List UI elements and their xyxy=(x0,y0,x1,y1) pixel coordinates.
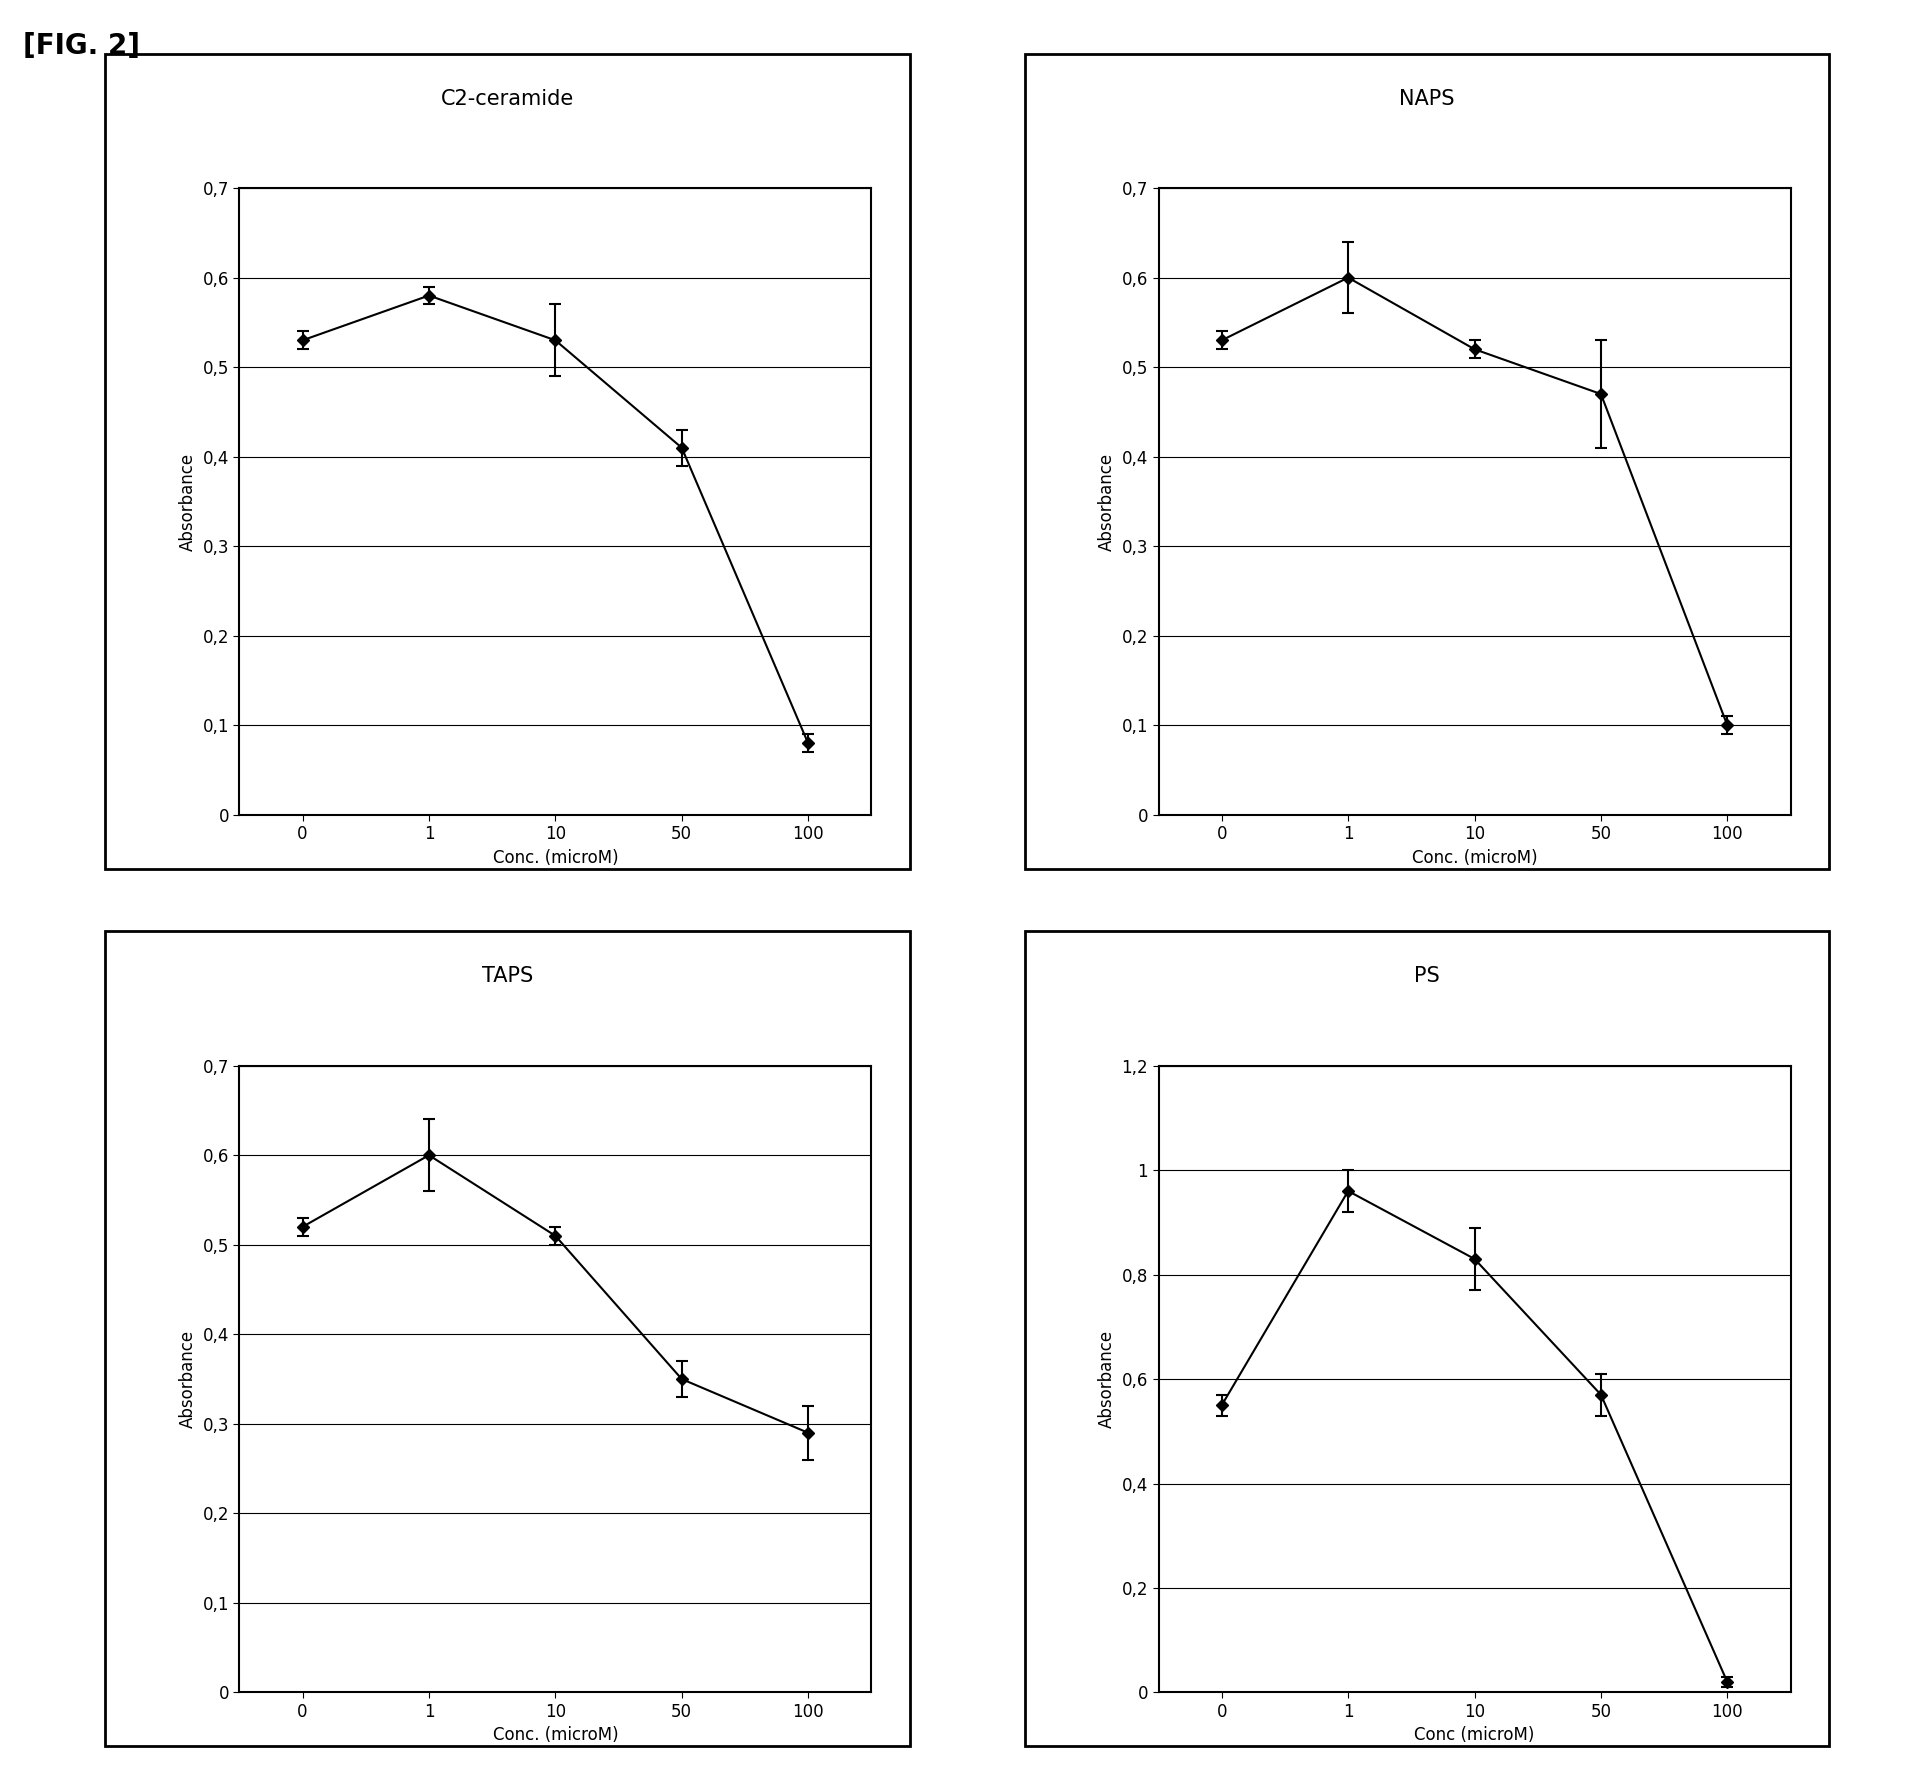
Text: TAPS: TAPS xyxy=(482,965,532,987)
Text: C2-ceramide: C2-ceramide xyxy=(440,88,574,109)
Y-axis label: Absorbance: Absorbance xyxy=(1097,1331,1116,1427)
X-axis label: Conc. (microM): Conc. (microM) xyxy=(492,1727,618,1744)
Y-axis label: Absorbance: Absorbance xyxy=(178,453,197,550)
Text: PS: PS xyxy=(1413,965,1439,987)
X-axis label: Conc. (microM): Conc. (microM) xyxy=(492,849,618,867)
Text: [FIG. 2]: [FIG. 2] xyxy=(23,32,140,61)
X-axis label: Conc. (microM): Conc. (microM) xyxy=(1411,849,1537,867)
Text: NAPS: NAPS xyxy=(1399,88,1453,109)
Y-axis label: Absorbance: Absorbance xyxy=(1097,453,1116,550)
Y-axis label: Absorbance: Absorbance xyxy=(178,1331,197,1427)
X-axis label: Conc (microM): Conc (microM) xyxy=(1414,1727,1533,1744)
